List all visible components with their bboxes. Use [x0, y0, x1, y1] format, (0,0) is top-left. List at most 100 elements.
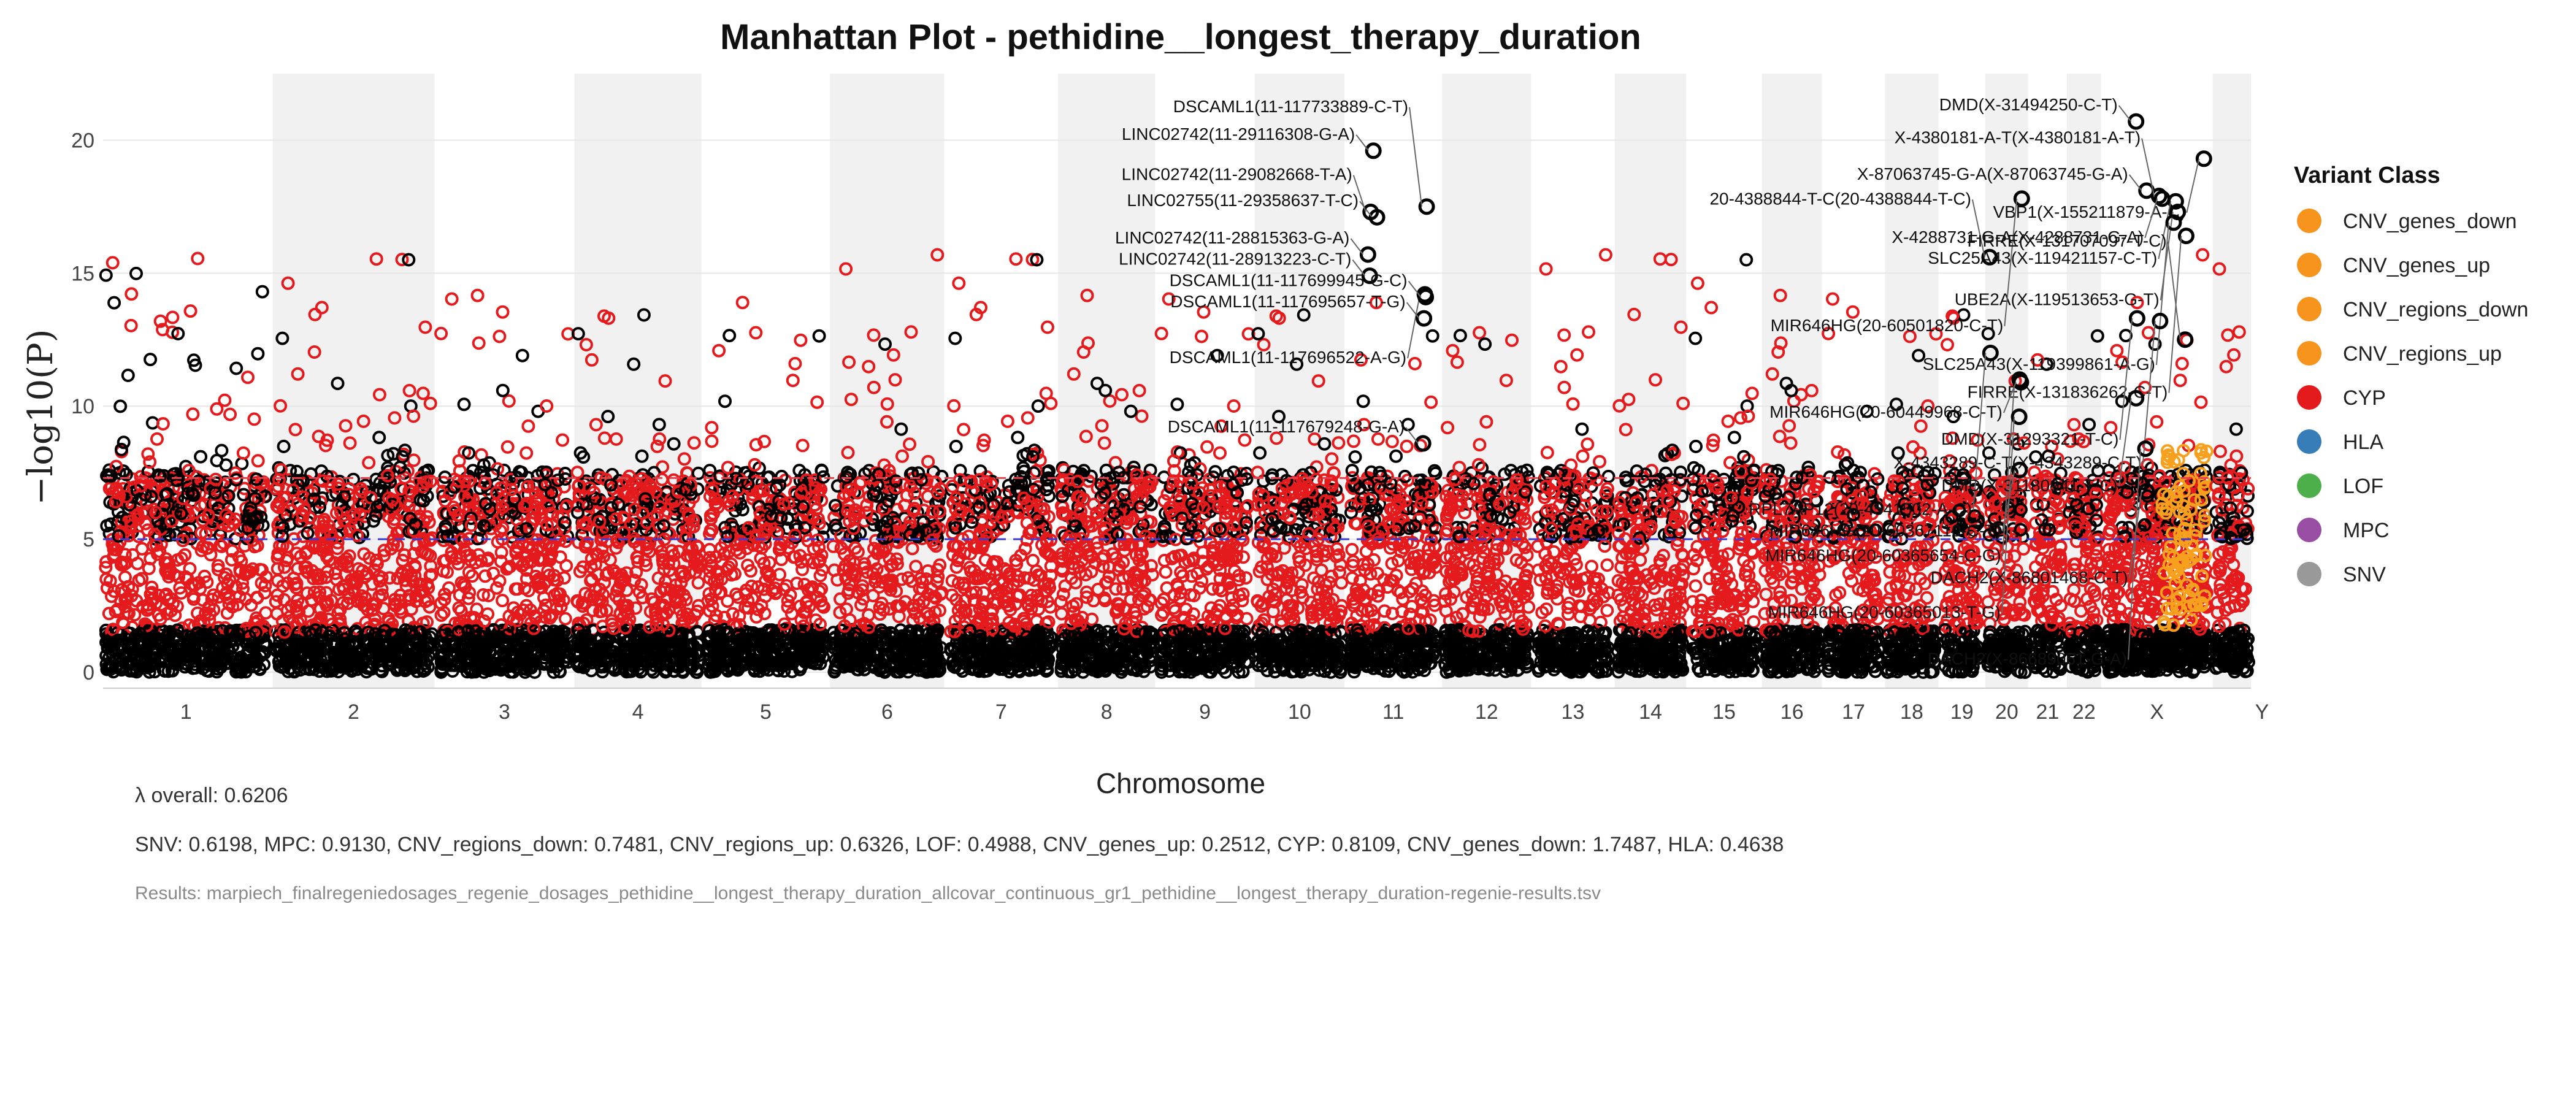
variant-point — [395, 565, 409, 580]
variant-point — [375, 588, 389, 602]
variant-point — [275, 331, 289, 345]
variant-point — [423, 396, 437, 410]
variant-point — [176, 534, 190, 548]
variant-point — [502, 394, 516, 408]
variant-point — [158, 589, 172, 603]
variant-point — [370, 500, 384, 514]
variant-point — [270, 607, 284, 621]
variant-point — [99, 268, 113, 282]
variant-point — [271, 479, 285, 493]
variant-point — [331, 535, 345, 550]
variant-point — [316, 634, 331, 647]
variant-point — [418, 320, 432, 334]
variant-point — [218, 588, 232, 602]
variant-point — [420, 615, 434, 629]
variant-point — [362, 551, 377, 565]
variant-point — [496, 594, 510, 608]
variant-point — [200, 575, 214, 589]
variant-point — [178, 548, 192, 562]
variant-point — [416, 646, 431, 660]
variant-point — [519, 446, 534, 460]
variant-point — [337, 513, 351, 527]
variant-point — [239, 564, 253, 578]
variant-point — [1039, 386, 1053, 401]
variant-point — [362, 634, 377, 648]
variant-point — [537, 591, 551, 605]
variant-point — [107, 296, 121, 310]
variant-point — [553, 587, 567, 601]
variant-point — [219, 637, 233, 651]
variant-point — [394, 482, 408, 496]
variant-point — [387, 512, 401, 526]
variant-point — [156, 417, 170, 431]
variant-point — [119, 467, 133, 481]
variant-point — [142, 633, 156, 647]
variant-point — [749, 326, 763, 340]
variant-point — [171, 327, 185, 340]
variant-point — [788, 356, 802, 370]
variant-point — [164, 514, 178, 528]
variant-point — [494, 545, 508, 559]
variant-point — [237, 488, 251, 502]
variant-point — [307, 492, 321, 506]
variant-point — [280, 540, 294, 554]
variant-point — [140, 603, 154, 617]
variant-point — [112, 529, 126, 543]
variant-point — [225, 544, 239, 558]
variant-point — [177, 656, 191, 670]
variant-point — [226, 639, 240, 653]
variant-point — [109, 495, 123, 509]
variant-point — [150, 432, 164, 446]
variant-point — [109, 481, 123, 496]
variant-point — [343, 591, 357, 605]
variant-point — [353, 507, 367, 521]
variant-point — [369, 252, 383, 266]
variant-point — [100, 469, 114, 483]
variant-point — [135, 542, 149, 556]
variant-point — [186, 407, 200, 421]
variant-point — [318, 650, 331, 664]
variant-point — [318, 659, 332, 673]
variant-point — [211, 562, 225, 577]
variant-point — [957, 423, 971, 437]
variant-point — [116, 615, 130, 629]
variant-point — [397, 548, 412, 562]
variant-point — [153, 544, 167, 558]
variant-point — [134, 651, 148, 664]
variant-point — [558, 472, 572, 486]
variant-point — [352, 531, 366, 545]
variant-point — [220, 606, 234, 620]
variant-point — [395, 605, 408, 619]
variant-point — [99, 623, 113, 637]
variant-point — [1040, 320, 1054, 334]
variant-point — [297, 503, 312, 517]
variant-point — [224, 626, 239, 640]
variant-point — [313, 590, 327, 604]
variant-point — [812, 329, 826, 343]
variant-point — [718, 394, 732, 408]
variant-point — [191, 606, 205, 620]
variant-point — [408, 561, 422, 575]
variant-point — [258, 579, 272, 592]
variant-point — [236, 446, 250, 460]
variant-point — [331, 542, 344, 555]
variant-point — [305, 646, 320, 661]
variant-point — [229, 361, 243, 375]
variant-point — [418, 663, 432, 677]
variant-point — [399, 573, 413, 588]
variant-point — [243, 501, 258, 515]
variant-point — [402, 592, 416, 607]
variant-point — [118, 570, 132, 585]
variant-point — [105, 256, 120, 270]
variant-point — [377, 543, 391, 558]
variant-point — [161, 664, 175, 678]
variant-point — [355, 485, 369, 499]
variant-point — [445, 292, 459, 306]
variant-point — [1000, 414, 1014, 428]
variant-point — [132, 529, 146, 543]
variant-point — [316, 474, 330, 488]
variant-point — [109, 605, 123, 618]
variant-point — [148, 505, 163, 519]
variant-point — [496, 305, 510, 319]
variant-point — [952, 276, 966, 290]
